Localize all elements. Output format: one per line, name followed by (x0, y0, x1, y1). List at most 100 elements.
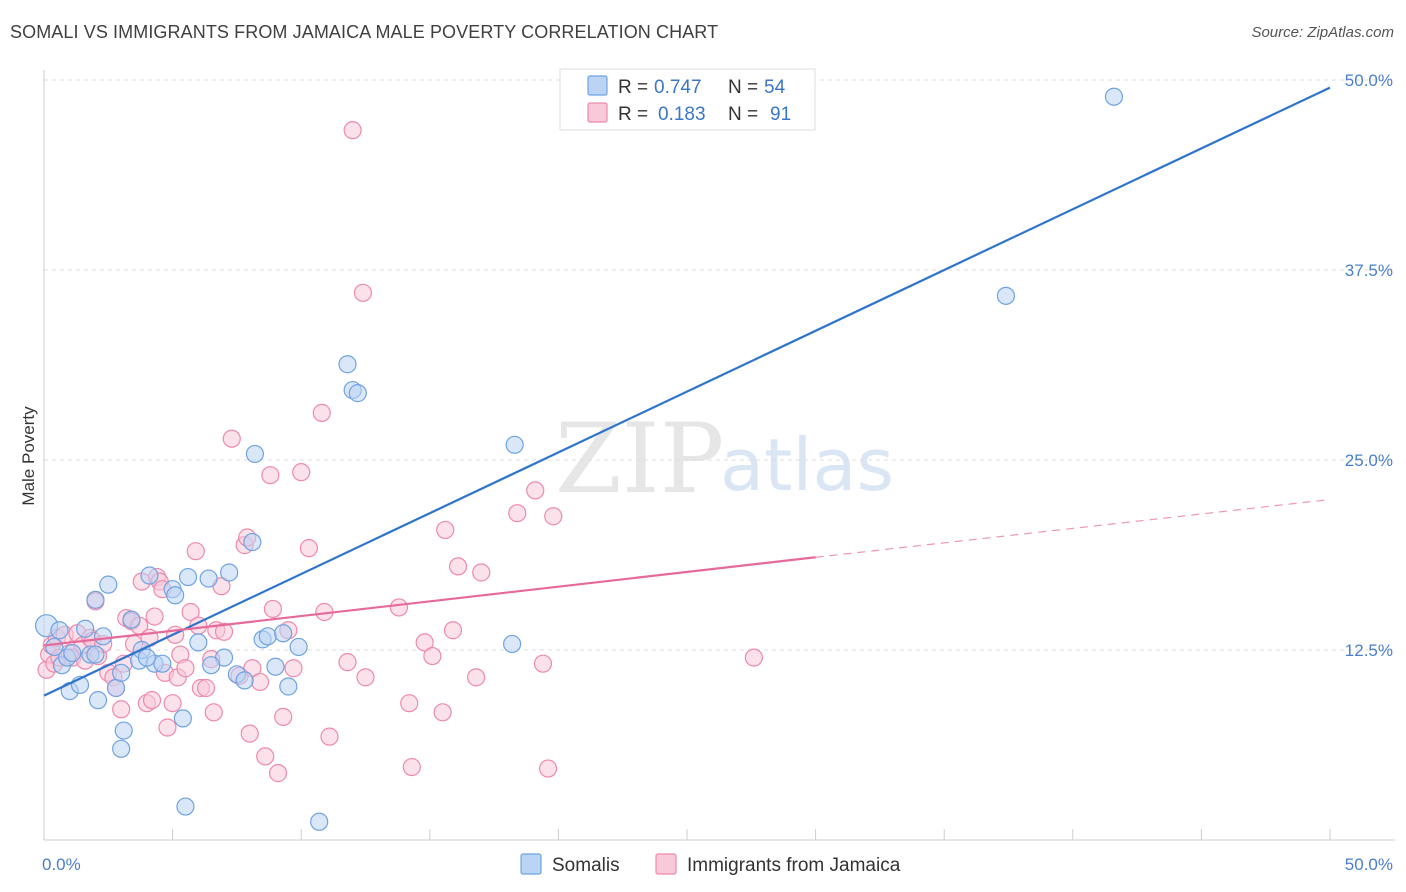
bottom-legend-label-somalis: Somalis (552, 855, 620, 876)
jamaica-point (261, 466, 280, 485)
jamaica-point (263, 599, 283, 619)
legend-r-label-somalis: R = (618, 77, 648, 98)
legend-n-label-jamaica: N = (728, 104, 758, 125)
jamaica-point (533, 654, 553, 673)
somali-point (99, 575, 118, 594)
jamaica-point (338, 653, 357, 672)
somali-point (279, 677, 298, 696)
somali-trend-line (43, 86, 1331, 697)
trend-lines (43, 86, 1331, 697)
somali-point (258, 627, 277, 646)
series-somali-points (34, 87, 1124, 831)
somali-point (1104, 87, 1124, 106)
jamaica-point (312, 403, 331, 422)
jamaica-point (112, 700, 131, 719)
somali-point (189, 633, 208, 652)
somali-point (202, 656, 221, 675)
bottom-legend: Somalis Immigrants from Jamaica (520, 853, 901, 876)
jamaica-point (443, 621, 463, 640)
somali-point (106, 678, 126, 698)
jamaica-point (508, 504, 527, 523)
somali-point (235, 671, 254, 690)
y-tick-label: 37.5% (1345, 261, 1393, 280)
x-tick-label-max: 50.0% (1345, 855, 1393, 874)
jamaica-point (353, 283, 373, 302)
jamaica-point (204, 703, 223, 722)
jamaica-point (158, 718, 177, 737)
somali-point (153, 654, 172, 673)
jamaica-point (436, 520, 455, 540)
grid-lines (44, 79, 1395, 651)
bottom-legend-swatch-somalis (520, 853, 542, 875)
watermark: ZIP atlas (555, 403, 894, 515)
jamaica-point (343, 121, 362, 140)
axes (43, 70, 1395, 841)
chart-title: SOMALI VS IMMIGRANTS FROM JAMAICA MALE P… (10, 22, 719, 42)
somali-point (338, 355, 357, 374)
jamaica-point (433, 703, 452, 722)
legend-r-value-jamaica: 0.183 (658, 104, 706, 125)
jamaica-point (402, 757, 421, 777)
jamaica-point (142, 691, 162, 710)
watermark-atlas: atlas (720, 423, 894, 507)
x-ticks (43, 829, 1331, 840)
somali-point (173, 709, 192, 728)
legend-swatch-somalis (587, 75, 608, 96)
jamaica-point (250, 672, 270, 692)
jamaica-point (186, 542, 205, 561)
somali-point (266, 657, 285, 676)
legend-swatch-jamaica (587, 102, 608, 123)
somali-point (86, 645, 105, 664)
somali-point (122, 610, 141, 629)
jamaica-point (448, 557, 468, 576)
legend-n-value-somalis: 54 (764, 77, 786, 98)
jamaica-point (389, 598, 409, 617)
jamaica-point (472, 563, 491, 582)
y-tick-label: 12.5% (1345, 641, 1393, 660)
jamaica-point (145, 607, 164, 626)
jamaica-point (274, 707, 293, 726)
somali-point (140, 566, 159, 585)
somali-point (50, 621, 69, 640)
bottom-legend-swatch-jamaica (655, 853, 677, 875)
jamaica-point (400, 694, 419, 713)
jamaica-point (539, 759, 558, 778)
jamaica-point (292, 463, 311, 482)
somali-point (220, 563, 239, 582)
somali-point (112, 663, 131, 682)
y-tick-labels: 12.5% 25.0% 37.5% 50.0% (1345, 71, 1393, 660)
jamaica-point (268, 764, 288, 783)
somali-point (505, 435, 524, 454)
somali-point (76, 619, 95, 638)
somali-point (178, 567, 198, 587)
jamaica-point (214, 622, 234, 641)
chart-source: Source: ZipAtlas.com (1251, 24, 1394, 41)
somali-point (199, 569, 218, 588)
y-tick-label: 25.0% (1345, 451, 1393, 470)
jamaica-point (256, 747, 275, 766)
somali-point (94, 627, 113, 646)
somali-point (86, 590, 105, 609)
jamaica-point (356, 668, 375, 687)
bottom-legend-label-jamaica: Immigrants from Jamaica (687, 855, 901, 876)
y-axis-title: Male Poverty (19, 406, 38, 506)
jamaica-point (526, 481, 545, 500)
legend: R = 0.747 N = 54 R = 0.183 N = 91 (559, 68, 816, 131)
legend-r-value-somalis: 0.747 (654, 77, 702, 98)
somali-point (114, 721, 133, 740)
jamaica-point (544, 507, 563, 526)
jamaica-point (181, 602, 200, 622)
somali-point (112, 739, 131, 758)
somali-point (274, 624, 293, 643)
y-tick-label: 50.0% (1345, 71, 1393, 90)
jamaica-point (299, 539, 319, 558)
somali-point (243, 532, 262, 552)
somali-point (996, 286, 1016, 305)
legend-n-label-somalis: N = (728, 77, 758, 98)
somali-point (503, 634, 522, 654)
legend-n-value-jamaica: 91 (770, 104, 791, 125)
somali-point (63, 643, 82, 663)
jamaica-point (423, 646, 442, 666)
